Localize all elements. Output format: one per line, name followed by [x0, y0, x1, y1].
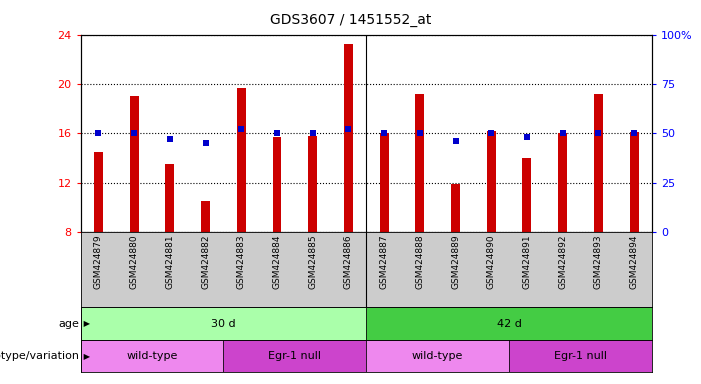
Bar: [522, 158, 531, 232]
Text: GDS3607 / 1451552_at: GDS3607 / 1451552_at: [270, 13, 431, 27]
Text: GSM424883: GSM424883: [237, 235, 246, 289]
Bar: [94, 152, 103, 232]
Text: 42 d: 42 d: [497, 318, 522, 329]
Bar: [486, 131, 496, 232]
Text: GSM424890: GSM424890: [486, 235, 496, 289]
Bar: [308, 136, 317, 232]
Text: GSM424886: GSM424886: [344, 235, 353, 289]
Text: age: age: [58, 318, 79, 329]
Text: genotype/variation: genotype/variation: [0, 351, 79, 361]
Bar: [367, 307, 652, 340]
Text: GSM424881: GSM424881: [165, 235, 175, 289]
Bar: [224, 340, 367, 372]
Bar: [594, 94, 603, 232]
Text: ▶: ▶: [81, 352, 90, 361]
Text: GSM424880: GSM424880: [130, 235, 139, 289]
Text: GSM424889: GSM424889: [451, 235, 460, 289]
Text: GSM424892: GSM424892: [558, 235, 567, 289]
Text: wild-type: wild-type: [126, 351, 178, 361]
Text: ▶: ▶: [81, 319, 90, 328]
Text: GSM424882: GSM424882: [201, 235, 210, 289]
Bar: [165, 164, 175, 232]
Text: 30 d: 30 d: [211, 318, 236, 329]
Text: GSM424879: GSM424879: [94, 235, 103, 289]
Bar: [130, 96, 139, 232]
Bar: [416, 94, 424, 232]
Text: GSM424891: GSM424891: [522, 235, 531, 289]
Bar: [509, 340, 652, 372]
Bar: [201, 202, 210, 232]
Bar: [81, 307, 367, 340]
Text: wild-type: wild-type: [412, 351, 463, 361]
Bar: [558, 134, 567, 232]
Bar: [344, 45, 353, 232]
Bar: [451, 184, 460, 232]
Bar: [380, 134, 388, 232]
Bar: [367, 340, 509, 372]
Bar: [273, 137, 282, 232]
Text: Egr-1 null: Egr-1 null: [268, 351, 321, 361]
Bar: [81, 340, 224, 372]
Text: GSM424894: GSM424894: [629, 235, 639, 289]
Bar: [237, 88, 246, 232]
Text: GSM424888: GSM424888: [415, 235, 424, 289]
Text: GSM424885: GSM424885: [308, 235, 318, 289]
Text: GSM424887: GSM424887: [380, 235, 388, 289]
Text: GSM424893: GSM424893: [594, 235, 603, 289]
Text: GSM424884: GSM424884: [273, 235, 282, 289]
Text: Egr-1 null: Egr-1 null: [554, 351, 607, 361]
Bar: [629, 132, 639, 232]
